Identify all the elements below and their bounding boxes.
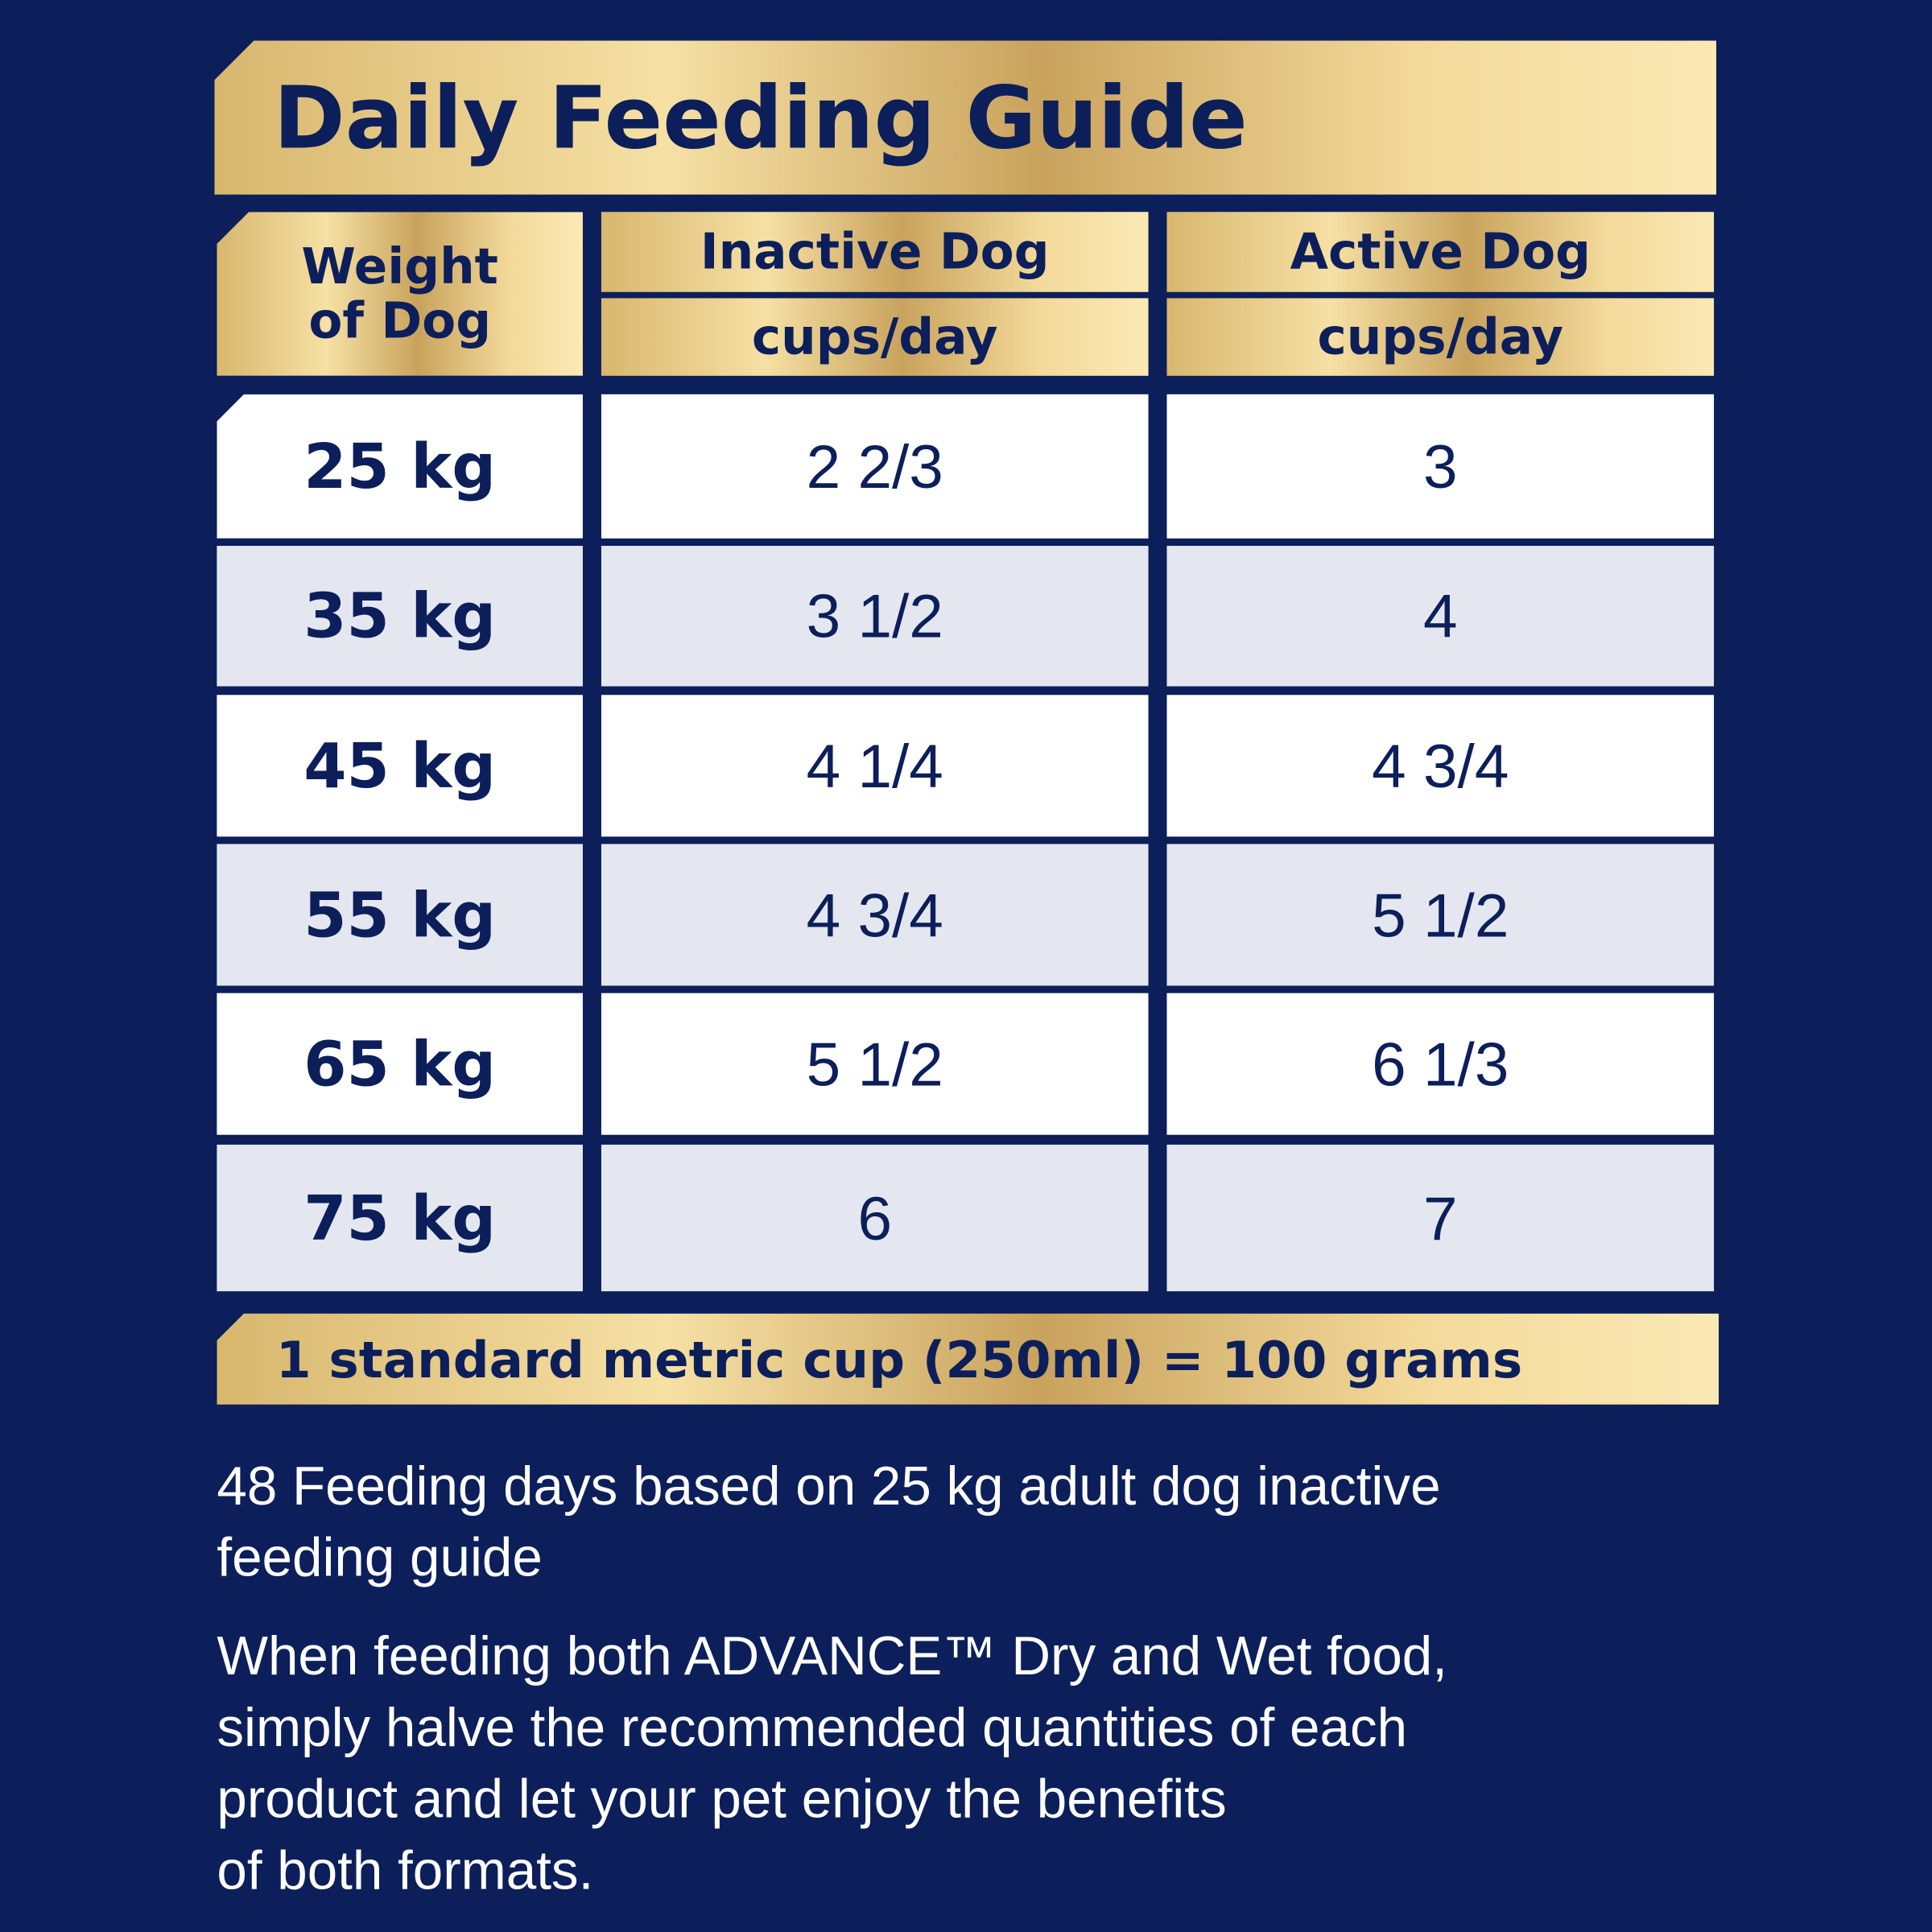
cups-cell: 6 1/3 [1166,993,1715,1135]
cups-cell: 4 3/4 [1166,695,1715,837]
cups-cell: 5 1/2 [1166,844,1715,986]
paragraph: 48 Feeding days based on 25 kg adult dog… [217,1451,1440,1595]
column-unit: cups/day [1166,298,1715,376]
weight-cell: 25 kg [217,394,583,539]
header-cell: Weight of Dog [217,212,583,376]
note: 1 standard metric cup (250ml) = 100 gram… [275,1331,1523,1390]
cups-cell: 5 1/2 [601,993,1149,1135]
cups-cell: 3 [1166,394,1715,539]
paragraph-line: When feeding both ADVANCE™ Dry and Wet f… [217,1626,1447,1687]
weight-cell: 55 kg [217,844,583,986]
title-banner: Daily Feeding Guide [214,40,1717,195]
column-label: Inactive Dog [601,212,1149,292]
paragraph-line: of both formats. [217,1840,594,1901]
cups-cell: 4 [1166,546,1715,687]
note-banner: 1 standard metric cup (250ml) = 100 gram… [217,1313,1719,1405]
cups-cell: 4 3/4 [601,844,1149,986]
paragraph-line: 48 Feeding days based on 25 kg adult dog… [217,1456,1441,1517]
weight-cell: 65 kg [217,993,583,1135]
weight-cell: 75 kg [217,1144,583,1292]
cups-cell: 2 2/3 [601,394,1149,539]
cups-cell: 4 1/4 [601,695,1149,837]
cups-cell: 3 1/2 [601,546,1149,687]
paragraph: When feeding both ADVANCE™ Dry and Wet f… [217,1621,1447,1907]
title: Daily Feeding Guide [273,68,1248,169]
paragraph-line: product and let your pet enjoy the benef… [217,1769,1227,1830]
paragraph-line: feeding guide [217,1527,543,1588]
cups-cell: 7 [1166,1144,1715,1292]
column-unit: cups/day [601,298,1149,376]
weight-cell: 45 kg [217,695,583,837]
column-label: Active Dog [1166,212,1715,292]
cups-cell: 6 [601,1144,1149,1292]
weight-cell: 35 kg [217,546,583,687]
paragraph-line: simply halve the recommended quantities … [217,1698,1408,1759]
column-label: Weight of Dog [301,238,498,349]
